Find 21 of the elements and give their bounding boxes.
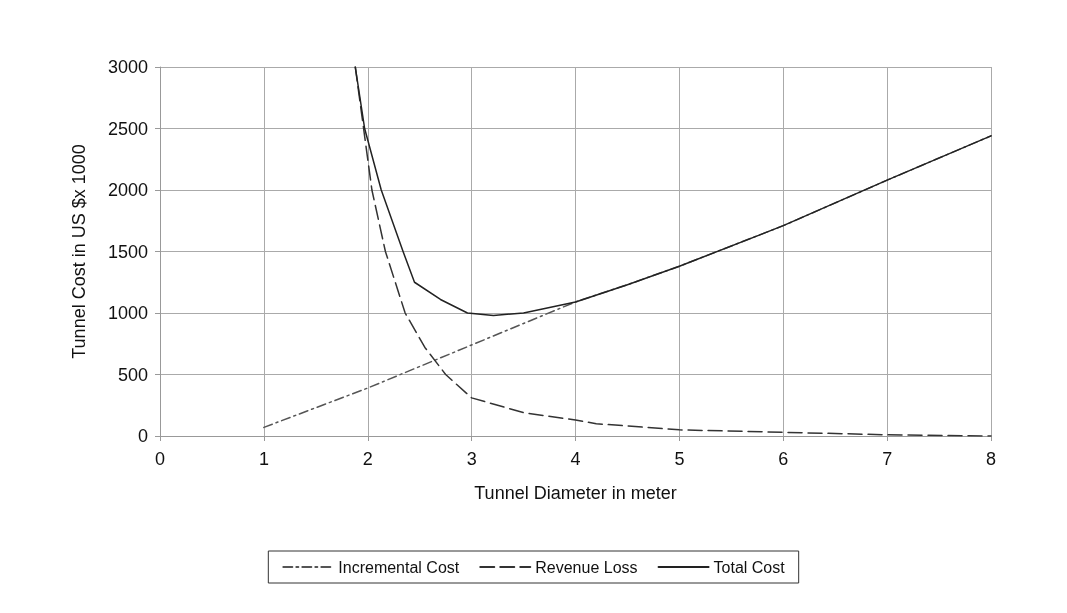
y-tick-label: 0 bbox=[137, 426, 148, 446]
y-tick-label: 1500 bbox=[107, 241, 148, 262]
y-tick-label: 1000 bbox=[107, 303, 148, 323]
x-tick-label: 6 bbox=[778, 449, 789, 469]
legend-label: Incremental Cost bbox=[338, 558, 460, 576]
legend-label: Total Cost bbox=[713, 558, 786, 576]
x-tick-label: 8 bbox=[985, 449, 997, 469]
x-tick-label: 4 bbox=[570, 449, 581, 469]
x-tick-label: 0 bbox=[154, 449, 166, 469]
x-tick-label: 1 bbox=[258, 449, 269, 469]
x-axis-title: Tunnel Diameter in meter bbox=[474, 483, 677, 503]
y-tick-label: 3000 bbox=[107, 57, 148, 77]
y-tick-label: 2000 bbox=[107, 180, 148, 200]
x-tick-label: 5 bbox=[674, 449, 685, 469]
x-tick-label: 7 bbox=[882, 449, 893, 469]
y-axis-title: Tunnel Cost in US $x 1000 bbox=[69, 144, 89, 359]
y-tick-label: 500 bbox=[117, 364, 148, 385]
legend-label: Revenue Loss bbox=[535, 558, 638, 576]
y-tick-label: 2500 bbox=[107, 118, 148, 139]
x-tick-label: 3 bbox=[466, 449, 477, 469]
x-tick-label: 2 bbox=[362, 449, 373, 469]
